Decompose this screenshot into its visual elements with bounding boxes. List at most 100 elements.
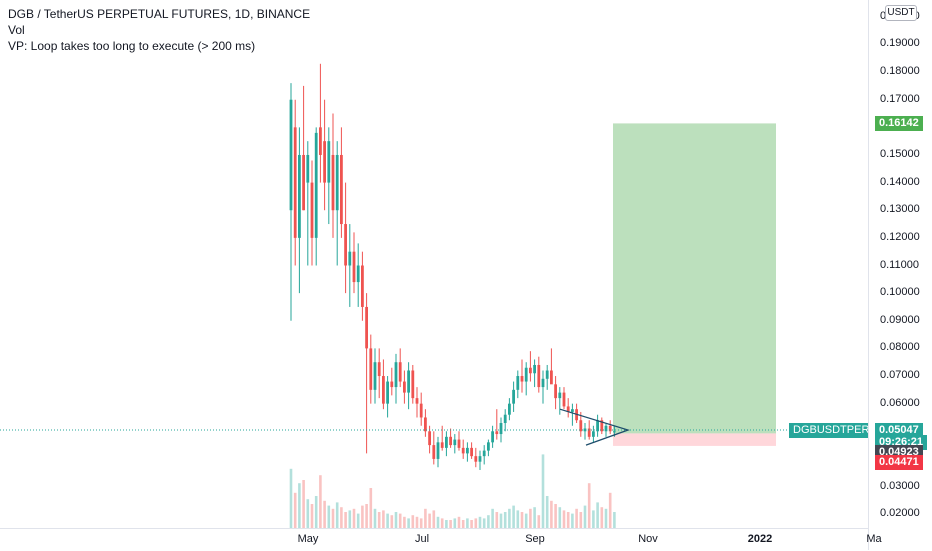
- time-tick-label: Nov: [638, 533, 658, 545]
- candle-body: [592, 431, 595, 437]
- volume-bar: [554, 504, 557, 528]
- target-price-badge: 0.16142: [875, 116, 923, 132]
- price-chart[interactable]: [0, 0, 868, 528]
- volume-bar: [331, 508, 335, 528]
- symbol-title[interactable]: DGB / TetherUS PERPETUAL FUTURES, 1D, BI…: [8, 7, 311, 21]
- volume-bar: [419, 518, 423, 528]
- volume-bar: [537, 515, 541, 528]
- candle-body: [596, 420, 599, 432]
- candle-body: [470, 447, 473, 457]
- candle-body: [331, 154, 335, 211]
- volume-bar: [470, 520, 473, 528]
- candle-body: [298, 154, 301, 238]
- candle-body: [482, 450, 486, 457]
- volume-bar: [340, 507, 343, 528]
- volume-indicator-label[interactable]: Vol: [8, 23, 25, 37]
- price-tick-label: 0.12000: [880, 230, 920, 243]
- volume-bar: [571, 513, 574, 528]
- candle-body: [461, 447, 465, 454]
- volume-bar: [487, 515, 490, 528]
- candle-body: [499, 423, 503, 435]
- candle-body: [516, 376, 520, 390]
- price-scale[interactable]: 0.200000.190000.180000.170000.160000.150…: [868, 0, 932, 550]
- time-tick-label: Ma: [866, 533, 882, 545]
- stop-zone: [613, 433, 776, 446]
- triangle-pattern-drawing: [559, 408, 631, 446]
- candle-body: [377, 362, 381, 377]
- time-scale[interactable]: May Jul Sep Nov 2022 Ma: [0, 528, 882, 551]
- candle-body: [424, 417, 427, 432]
- volume-bar: [449, 520, 452, 528]
- volume-bar: [575, 508, 578, 528]
- candle-body: [390, 381, 394, 388]
- candle-body: [340, 154, 343, 225]
- volume-bar: [558, 507, 562, 528]
- candle-body: [403, 381, 406, 393]
- price-tick-label: 0.19000: [880, 37, 920, 50]
- volume-bar: [369, 488, 373, 528]
- price-tick-label: 0.06000: [880, 396, 920, 409]
- volume-profile-error: VP: Loop takes too long to execute (> 20…: [8, 39, 256, 53]
- candle-body: [478, 456, 482, 462]
- candle-body: [356, 265, 360, 283]
- candle-body: [520, 376, 524, 382]
- volume-bar: [478, 516, 482, 528]
- candle-body: [415, 398, 419, 404]
- candle-body: [495, 431, 499, 435]
- chart-area[interactable]: DGB / TetherUS PERPETUAL FUTURES, 1D, BI…: [0, 0, 881, 528]
- target-zone: [613, 123, 776, 434]
- volume-bar: [382, 510, 385, 528]
- volume-bar: [587, 483, 591, 528]
- candle-body: [608, 425, 612, 432]
- volume-bar: [327, 505, 331, 528]
- volume-bar: [508, 508, 511, 528]
- price-tick-label: 0.07000: [880, 369, 920, 382]
- candle-body: [453, 439, 457, 446]
- volume-bar: [415, 516, 419, 528]
- candle-body: [394, 362, 398, 388]
- candle-body: [474, 456, 478, 462]
- volume-bar: [436, 516, 440, 528]
- candle-body: [411, 370, 415, 399]
- volume-bar: [298, 483, 301, 528]
- volume-bar: [453, 518, 457, 528]
- volume-bar: [495, 512, 499, 528]
- candle-body: [289, 99, 293, 211]
- candle-body: [436, 442, 440, 459]
- volume-bar: [424, 508, 427, 528]
- volume-bar: [520, 512, 524, 528]
- volume-bar: [474, 518, 478, 528]
- candle-body: [466, 447, 469, 454]
- price-tick-label: 0.10000: [880, 286, 920, 299]
- volume-bar: [592, 510, 595, 528]
- volume-bar: [608, 492, 612, 528]
- volume-bar: [373, 508, 377, 528]
- price-tick-label: 0.17000: [880, 92, 920, 105]
- volume-bar: [512, 505, 515, 528]
- candle-body: [419, 403, 423, 418]
- candle-body: [306, 154, 310, 183]
- price-tick-label: 0.13000: [880, 203, 920, 216]
- candle-body: [529, 367, 532, 374]
- candle-body: [579, 420, 583, 432]
- candle-body: [487, 442, 490, 451]
- volume-bar: [306, 499, 310, 528]
- time-tick-label: 2022: [747, 533, 773, 545]
- candle-body: [352, 251, 356, 283]
- candle-body: [491, 431, 494, 443]
- volume-bar: [428, 513, 431, 528]
- volume-bar: [302, 480, 305, 528]
- currency-button[interactable]: USDT: [885, 5, 917, 21]
- candle-body: [432, 445, 436, 459]
- candle-body: [558, 392, 562, 399]
- candle-body: [373, 362, 377, 390]
- candle-body: [512, 389, 515, 404]
- volume-bar: [533, 507, 536, 528]
- volume-bar: [503, 512, 507, 528]
- volume-bar: [541, 454, 545, 528]
- volume-bar: [491, 508, 494, 528]
- volume-bar: [466, 518, 469, 528]
- time-tick-label: Jul: [414, 533, 430, 545]
- volume-bar: [562, 510, 566, 528]
- candle-body: [613, 431, 616, 433]
